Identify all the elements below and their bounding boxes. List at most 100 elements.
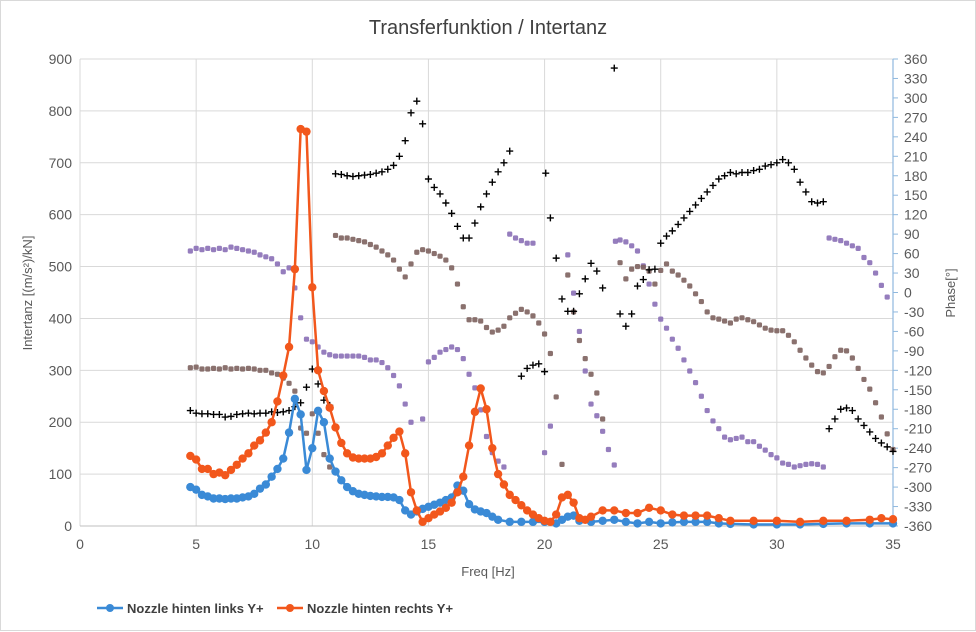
- phase-point: [361, 354, 368, 360]
- phase-point: [832, 236, 838, 242]
- phase-point: [710, 315, 716, 321]
- data-point: [209, 494, 218, 503]
- phase-point: [582, 368, 588, 374]
- y2-tick-label: 300: [904, 90, 928, 106]
- phase-point: [849, 243, 855, 249]
- phase-point: [640, 264, 646, 270]
- y2-tick-label: -360: [904, 518, 932, 534]
- data-point: [325, 403, 334, 412]
- phase-point: [315, 430, 321, 436]
- phase-point: [553, 394, 559, 400]
- phase-point: [274, 371, 281, 377]
- phase-point: [372, 169, 380, 177]
- phase-point: [797, 463, 803, 469]
- data-point: [238, 454, 247, 463]
- phase-point: [872, 270, 879, 276]
- data-point: [412, 506, 422, 515]
- phase-point: [302, 383, 310, 391]
- phase-point: [361, 239, 368, 245]
- data-point: [505, 490, 514, 500]
- phase-point: [199, 366, 205, 372]
- phase-point: [680, 214, 688, 222]
- phase-point: [796, 178, 804, 186]
- data-point: [505, 517, 514, 527]
- phase-point: [802, 188, 810, 196]
- data-point: [313, 366, 323, 375]
- legend-item-rechts[interactable]: Nozzle hinten rechts Y+: [277, 601, 453, 616]
- y-tick-label: 500: [49, 259, 73, 275]
- data-point: [598, 506, 607, 515]
- phase-point: [332, 353, 339, 359]
- phase-point: [251, 249, 257, 255]
- x-tick-label: 5: [192, 536, 200, 552]
- data-point: [470, 407, 480, 417]
- data-point: [308, 283, 317, 292]
- phase-point: [443, 346, 449, 353]
- data-point: [395, 427, 404, 436]
- data-point: [610, 506, 619, 515]
- phase-point: [616, 310, 624, 318]
- phase-point: [385, 365, 391, 371]
- phase-point: [210, 365, 217, 371]
- phase-point: [414, 249, 420, 255]
- phase-point: [465, 234, 473, 242]
- data-point: [220, 470, 230, 480]
- data-point: [656, 519, 665, 528]
- y-tick-label: 200: [49, 414, 73, 430]
- y-tick-label: 0: [64, 518, 72, 534]
- phase-point: [698, 393, 704, 399]
- phase-point: [733, 435, 739, 442]
- phase-point: [716, 316, 722, 322]
- data-point: [598, 516, 607, 526]
- phase-point: [199, 247, 205, 253]
- phase-point: [814, 369, 821, 375]
- legend: Nozzle hinten links Y+ Nozzle hinten rec…: [97, 601, 453, 616]
- phase-point: [512, 235, 519, 241]
- phase-point: [541, 450, 548, 456]
- x-tick-label: 10: [304, 536, 320, 552]
- data-point: [621, 508, 631, 518]
- y2-tick-label: -210: [904, 421, 932, 437]
- phase-point: [797, 347, 803, 353]
- phase-point: [884, 431, 890, 437]
- phase-point: [704, 407, 710, 414]
- phase-point: [611, 462, 617, 468]
- phase-point: [257, 367, 263, 373]
- phase-point: [838, 238, 844, 244]
- data-point: [702, 517, 712, 527]
- phase-point: [819, 198, 827, 206]
- phase-point: [755, 165, 763, 173]
- phase-point: [240, 366, 246, 372]
- phase-point: [424, 175, 432, 183]
- data-point: [464, 441, 474, 450]
- phase-point: [245, 248, 252, 254]
- data-point: [296, 410, 305, 419]
- phase-point: [344, 353, 350, 359]
- data-point: [284, 428, 294, 437]
- x-tick-label: 15: [421, 536, 437, 552]
- phase-point: [402, 274, 408, 280]
- phase-point: [837, 405, 845, 413]
- plot-marks: [186, 64, 898, 529]
- x-tick-label: 0: [76, 536, 84, 552]
- data-point: [493, 515, 503, 524]
- data-point: [877, 514, 886, 523]
- phase-point: [669, 268, 675, 274]
- data-point: [331, 423, 340, 432]
- y2-tick-label: 360: [904, 51, 928, 67]
- phase-point: [681, 357, 687, 363]
- phase-point: [384, 165, 392, 173]
- legend-item-links[interactable]: Nozzle hinten links Y+: [97, 601, 264, 616]
- phase-point: [692, 380, 699, 386]
- phase-point: [762, 325, 768, 331]
- phase-point: [500, 159, 508, 167]
- data-point: [656, 506, 665, 515]
- chart-title: Transferfunktion / Intertanz: [369, 17, 607, 39]
- phase-point: [785, 461, 792, 467]
- phase-point: [205, 245, 211, 251]
- data-point: [865, 515, 874, 524]
- phase-point: [715, 175, 723, 183]
- phase-point: [396, 383, 402, 389]
